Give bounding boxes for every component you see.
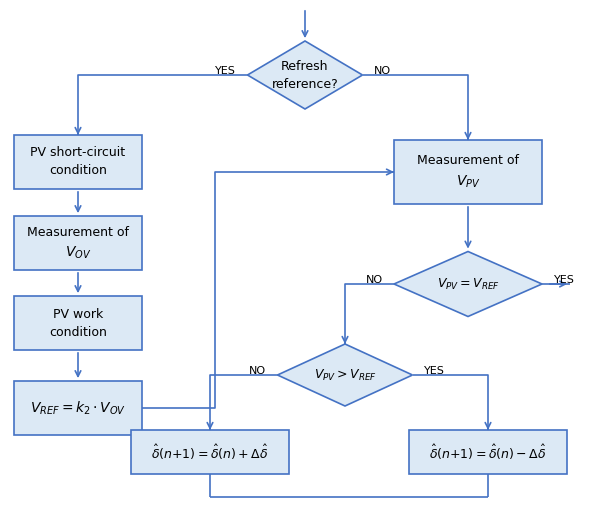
- Text: $V_{PV} = V_{REF}$: $V_{PV} = V_{REF}$: [437, 276, 499, 292]
- Text: YES: YES: [215, 66, 236, 76]
- Text: Refresh: Refresh: [281, 60, 329, 72]
- FancyBboxPatch shape: [14, 296, 142, 350]
- Text: $\hat{\delta}(n{+}1) = \hat{\delta}(n) - \Delta\hat{\delta}$: $\hat{\delta}(n{+}1) = \hat{\delta}(n) -…: [430, 442, 547, 462]
- Polygon shape: [277, 344, 412, 406]
- FancyBboxPatch shape: [394, 140, 542, 204]
- Text: PV work: PV work: [53, 307, 103, 321]
- FancyBboxPatch shape: [14, 135, 142, 189]
- FancyBboxPatch shape: [131, 430, 289, 474]
- Text: PV short-circuit: PV short-circuit: [31, 147, 126, 159]
- Text: NO: NO: [365, 275, 382, 285]
- Text: NO: NO: [249, 366, 266, 376]
- FancyBboxPatch shape: [14, 216, 142, 270]
- Text: condition: condition: [49, 325, 107, 338]
- Text: $V_{OV}$: $V_{OV}$: [65, 245, 91, 261]
- Text: reference?: reference?: [272, 77, 338, 91]
- Text: $V_{PV}$: $V_{PV}$: [456, 174, 480, 190]
- Text: $\hat{\delta}(n{+}1) = \hat{\delta}(n) + \Delta\hat{\delta}$: $\hat{\delta}(n{+}1) = \hat{\delta}(n) +…: [152, 442, 269, 462]
- FancyBboxPatch shape: [409, 430, 567, 474]
- Polygon shape: [247, 41, 362, 109]
- Text: condition: condition: [49, 164, 107, 178]
- Text: Measurement of: Measurement of: [27, 227, 129, 240]
- Text: $V_{REF} = k_2 \cdot V_{OV}$: $V_{REF} = k_2 \cdot V_{OV}$: [30, 399, 126, 417]
- Text: YES: YES: [424, 366, 445, 376]
- Text: Measurement of: Measurement of: [417, 155, 519, 167]
- Text: YES: YES: [554, 275, 574, 285]
- Polygon shape: [394, 251, 542, 317]
- Text: NO: NO: [374, 66, 391, 76]
- Text: $V_{PV} > V_{REF}$: $V_{PV} > V_{REF}$: [313, 367, 376, 383]
- FancyBboxPatch shape: [14, 381, 142, 435]
